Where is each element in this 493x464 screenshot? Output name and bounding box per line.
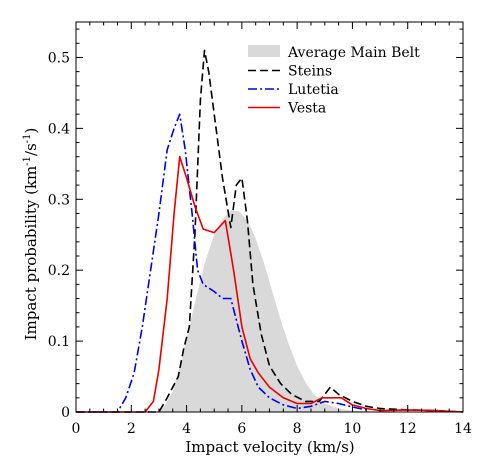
- y-axis-label-sup1: -1: [22, 156, 33, 166]
- y-axis-label-main: Impact probability (km: [22, 166, 40, 341]
- series-line-3: [76, 155, 464, 413]
- x-tick-label-6: 12: [399, 421, 417, 437]
- x-tick-label-2: 4: [182, 421, 191, 437]
- series-line-2: [76, 113, 367, 413]
- x-axis-label: Impact velocity (km/s): [185, 438, 354, 456]
- legend-label-2: Lutetia: [288, 82, 339, 98]
- series-line-1: [76, 49, 464, 413]
- x-tick-label-7: 14: [454, 421, 472, 437]
- series-area-0: [156, 210, 381, 412]
- legend-label-0: Average Main Belt: [287, 45, 420, 61]
- y-axis-label-sup2: -1: [22, 133, 33, 143]
- y-tick-label-2: 0.2: [48, 263, 70, 279]
- line-layer: [76, 49, 464, 413]
- x-tick-label-5: 10: [344, 421, 362, 437]
- area-layer: [156, 210, 381, 412]
- y-tick-label-1: 0.1: [48, 334, 70, 350]
- y-tick-label-3: 0.3: [48, 192, 70, 208]
- y-tick-label-5: 0.5: [48, 50, 70, 66]
- y-axis-label: Impact probability (km-1/s-1): [22, 128, 40, 341]
- legend: Average Main Belt Steins Lutetia Vesta: [248, 45, 420, 117]
- legend-swatch-0: [248, 45, 280, 57]
- y-tick-label-4: 0.4: [48, 121, 70, 137]
- tick-layer: 0 2 4 6 8 10 12 14 0 0.1 0.2 0.3 0.4 0.5: [48, 22, 472, 437]
- x-tick-label-3: 6: [237, 421, 246, 437]
- legend-label-1: Steins: [288, 64, 332, 80]
- y-tick-label-0: 0: [61, 405, 70, 421]
- y-axis-label-mid: /s: [22, 143, 40, 156]
- y-axis-label-end: ): [22, 128, 40, 134]
- x-tick-label-0: 0: [72, 421, 81, 437]
- x-tick-label-4: 8: [293, 421, 302, 437]
- legend-label-3: Vesta: [287, 101, 326, 117]
- x-tick-label-1: 2: [127, 421, 136, 437]
